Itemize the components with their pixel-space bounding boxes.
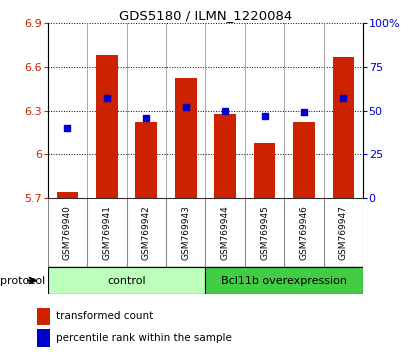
Point [143,115,150,120]
Text: GSM769943: GSM769943 [181,205,190,260]
Text: transformed count: transformed count [56,312,153,321]
Text: GSM769944: GSM769944 [221,205,229,260]
Point [300,109,307,115]
Point [340,96,347,101]
Text: protocol: protocol [0,275,46,286]
Text: GSM769947: GSM769947 [339,205,348,260]
Point [222,108,229,113]
Text: GSM769940: GSM769940 [63,205,72,260]
Bar [214,114,236,198]
Bar [293,122,315,198]
Text: percentile rank within the sample: percentile rank within the sample [56,333,232,343]
Bar [254,143,276,198]
Point [261,113,268,119]
Text: control: control [107,275,146,286]
Bar [48,267,205,294]
Text: GSM769941: GSM769941 [103,205,111,260]
Title: GDS5180 / ILMN_1220084: GDS5180 / ILMN_1220084 [119,9,292,22]
Text: Bcl11b overexpression: Bcl11b overexpression [221,275,347,286]
Text: GSM769942: GSM769942 [142,205,151,260]
Bar [135,122,157,198]
Bar [37,308,50,325]
Bar [56,193,78,198]
Bar [175,79,197,198]
Bar [332,57,354,198]
Point [64,125,71,131]
Point [183,104,189,110]
Bar [96,55,118,198]
Bar [205,267,363,294]
Point [104,96,110,101]
Text: GSM769945: GSM769945 [260,205,269,260]
Text: GSM769946: GSM769946 [300,205,308,260]
Bar [37,329,50,347]
